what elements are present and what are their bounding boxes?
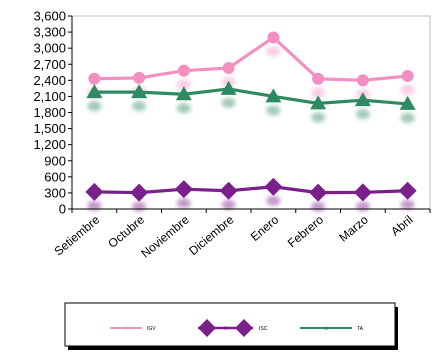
data-point-isc	[174, 180, 193, 199]
y-tick-label: 3,000	[33, 41, 66, 56]
data-point-ta	[265, 88, 282, 103]
legend-label-ta: TA	[357, 326, 364, 332]
marker-shadow-isc	[266, 195, 281, 206]
data-point-isc	[130, 183, 149, 202]
y-tick-label: 300	[44, 185, 66, 200]
data-point-ta	[175, 86, 192, 101]
x-tick-label: Diciembre	[186, 212, 237, 258]
legend-marker-igv	[124, 326, 128, 330]
data-point-ta	[310, 95, 327, 110]
marker-shadow-isc	[311, 201, 326, 212]
marker-shadow-ta	[266, 105, 281, 116]
y-tick-label: 3,300	[33, 25, 66, 40]
data-point-ta	[354, 92, 371, 107]
data-point-isc	[264, 177, 283, 196]
marker-shadow-igv	[266, 46, 281, 57]
marker-shadow-isc	[87, 200, 102, 211]
data-point-ta	[220, 80, 237, 95]
series-line-igv	[94, 35, 408, 82]
marker-shadow-ta	[355, 109, 370, 120]
marker-shadow-ta	[132, 101, 147, 112]
marker-shadow-ta	[87, 101, 102, 112]
x-tick-label: Marzo	[336, 212, 371, 244]
marker-shadow-isc	[176, 198, 191, 209]
x-tick-label: Enero	[248, 212, 282, 244]
x-tick-label: Febrero	[285, 212, 326, 250]
plot-area-frame	[71, 15, 431, 210]
marker-shadow-igv	[400, 85, 415, 96]
y-tick-label: 2,100	[33, 89, 66, 104]
data-point-isc	[219, 181, 238, 200]
marker-shadow-isc	[355, 201, 370, 212]
marker-shadow-igv	[311, 87, 326, 98]
marker-shadow-ta	[400, 112, 415, 123]
data-point-igv	[88, 72, 101, 85]
legend: IGV ISC TA	[64, 302, 398, 350]
data-point-ta	[131, 84, 148, 99]
y-tick-label: 1,200	[33, 137, 66, 152]
y-tick-label: 2,400	[33, 73, 66, 88]
y-tick-label: 900	[44, 153, 66, 168]
y-tick-label: 1,500	[33, 121, 66, 136]
marker-shadow-ta	[221, 97, 236, 108]
data-point-igv	[267, 31, 280, 44]
marker-shadow-igv	[176, 79, 191, 90]
data-point-igv	[356, 74, 369, 87]
data-point-igv	[222, 62, 235, 75]
series-line-ta	[94, 87, 408, 106]
legend-marker-isc	[235, 319, 253, 337]
data-point-ta	[399, 95, 416, 110]
y-tick-label: 3,600	[33, 9, 66, 24]
data-point-ta	[86, 84, 103, 99]
marker-shadow-ta	[311, 112, 326, 123]
marker-shadow-isc	[132, 201, 147, 212]
data-point-igv	[312, 72, 325, 85]
y-tick-label: 600	[44, 169, 66, 184]
legend-box	[64, 302, 396, 347]
data-point-igv	[177, 64, 190, 77]
y-tick-label: 0	[59, 202, 66, 217]
x-tick-label: Abril	[388, 213, 415, 239]
x-tick-label: Noviembre	[138, 212, 192, 260]
data-point-igv	[401, 70, 414, 83]
x-tick-label: Setiembre	[51, 212, 102, 258]
legend-marker-isc	[223, 326, 228, 330]
data-point-isc	[85, 182, 104, 201]
data-point-isc	[309, 183, 328, 202]
legend-label-igv: IGV	[147, 326, 156, 332]
legend-marker-ta	[324, 326, 328, 330]
y-tick-label: 1,800	[33, 105, 66, 120]
marker-shadow-ta	[176, 103, 191, 114]
data-point-igv	[133, 71, 146, 84]
legend-label-isc: ISC	[259, 326, 268, 332]
y-tick-label: 2,700	[33, 57, 66, 72]
marker-shadow-isc	[221, 199, 236, 210]
data-point-isc	[353, 183, 372, 202]
x-tick-label: Octubre	[105, 212, 147, 250]
marker-shadow-isc	[400, 199, 415, 210]
legend-marker-isc	[198, 319, 216, 337]
data-point-isc	[398, 181, 417, 200]
